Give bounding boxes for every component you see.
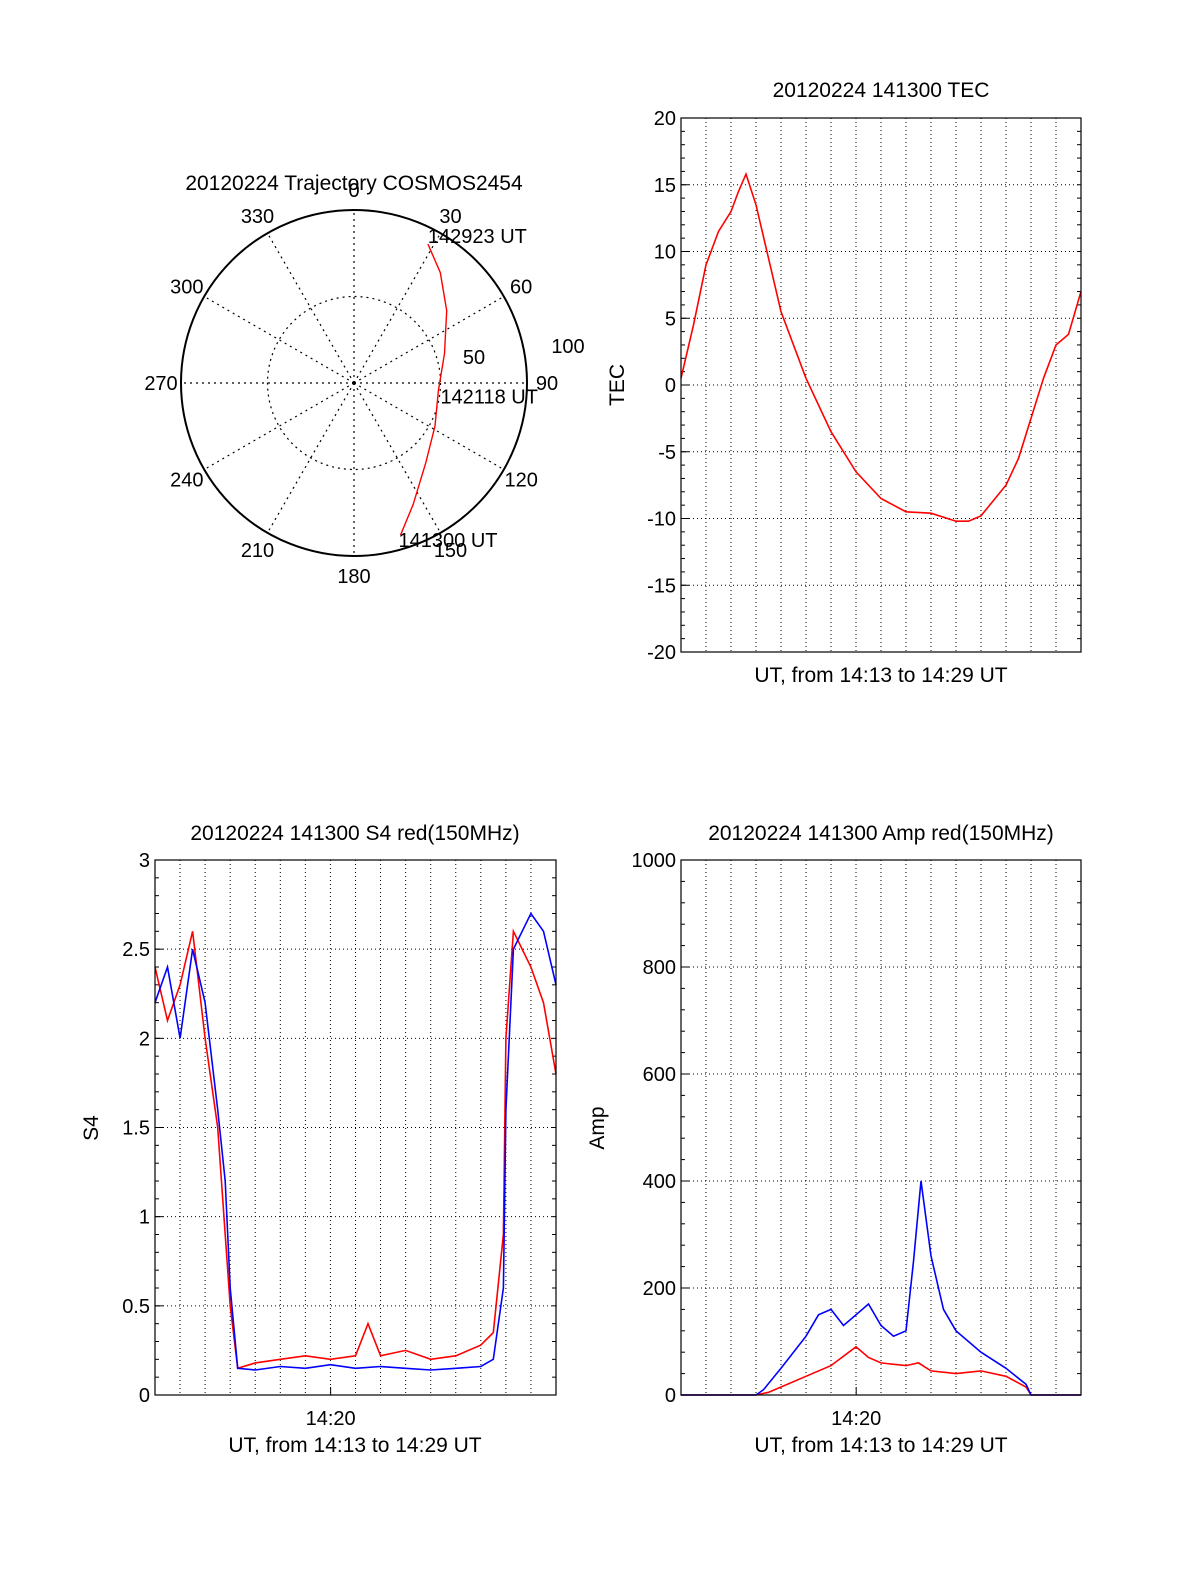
tec-chart: 20120224 141300 TEC UT, from 14:13 to 14… [606,79,1082,687]
polar-spoke [203,382,355,471]
s4-chart: 20120224 141300 S4 red(150MHz) UT, from … [80,822,557,1457]
tec-ylabel: TEC [606,364,629,406]
y-tick-label: 1.5 [122,1118,150,1140]
polar-angle-label: 330 [241,206,274,228]
y-tick-label: 5 [665,308,676,330]
polar-radius-label: 50 [463,347,485,369]
y-tick-label: 0 [139,1385,150,1407]
plot-frame [680,859,1082,1396]
y-tick-label: 10 [654,242,676,264]
amp-title: 20120224 141300 Amp red(150MHz) [708,822,1054,845]
tec-xlabel: UT, from 14:13 to 14:29 UT [754,664,1007,687]
y-tick-label: 2 [139,1028,150,1050]
trajectory-line [399,243,448,536]
y-tick-label: 600 [643,1064,676,1086]
polar-spoke [353,295,505,384]
polar-angle-label: 300 [170,277,203,299]
polar-spoke [353,382,442,534]
series-line-1 [681,1180,1081,1396]
y-tick-label: 400 [643,1171,676,1193]
polar-angle-label: 270 [144,373,177,395]
x-tick-label: 14:20 [831,1408,881,1430]
y-tick-label: 1 [139,1207,150,1229]
polar-angle-label: 120 [504,470,537,492]
trajectory-polar-chart: 20120224 Trajectory COSMOS2454 0 30 60 90 12… [144,172,584,588]
y-tick-label: 0 [665,1385,676,1407]
trajectory-mid-label: 142118 UT [440,386,537,408]
s4-ylabel: S4 [80,1115,103,1141]
y-tick-label: -15 [647,575,676,597]
s4-xlabel: UT, from 14:13 to 14:29 UT [228,1434,481,1457]
y-tick-label: 800 [643,957,676,979]
amp-ylabel: Amp [586,1106,609,1149]
plot-frame [154,859,557,1396]
plot-frame [680,117,1082,653]
y-tick-label: 0 [665,375,676,397]
polar-spoke [203,295,355,384]
trajectory-end-label: 142923 UT [428,226,527,248]
amp-chart: 20120224 141300 Amp red(150MHz) UT, from… [586,822,1082,1457]
polar-spoke [353,232,442,384]
y-tick-label: 1000 [632,850,677,872]
polar-angle-label: 150 [434,540,467,562]
y-tick-label: 200 [643,1278,676,1300]
polar-angle-label: 60 [510,277,532,299]
polar-radius-label: 100 [551,336,584,358]
amp-xlabel: UT, from 14:13 to 14:29 UT [754,1434,1007,1457]
series-line-0 [154,928,557,1370]
y-tick-label: 15 [654,175,676,197]
y-tick-label: 20 [654,108,676,130]
polar-spoke [266,232,355,384]
y-tick-label: 2.5 [122,939,150,961]
tec-title: 20120224 141300 TEC [773,79,990,102]
series-line-1 [154,911,557,1371]
polar-angle-label: 240 [170,470,203,492]
y-tick-label: 0.5 [122,1296,150,1318]
trajectory-start-label: 141300 UT [399,530,498,552]
series-line-0 [680,171,1082,522]
series-line-0 [681,1345,1081,1396]
polar-angle-label: 0 [348,180,359,202]
polar-angle-label: 180 [337,566,370,588]
polar-grid-ring [266,295,442,471]
polar-angle-label: 210 [241,540,274,562]
polar-angle-label: 90 [536,373,558,395]
x-tick-label: 14:20 [306,1408,356,1430]
polar-outer-ring [180,209,528,557]
y-tick-label: -5 [658,442,676,464]
polar-title: 20120224 Trajectory COSMOS2454 [185,172,523,195]
polar-spoke [353,382,505,471]
polar-angle-label: 30 [439,206,461,228]
y-tick-label: -10 [647,509,676,531]
y-tick-label: -20 [647,642,676,664]
y-tick-label: 3 [139,850,150,872]
polar-spoke [266,382,355,534]
s4-title: 20120224 141300 S4 red(150MHz) [190,822,519,845]
